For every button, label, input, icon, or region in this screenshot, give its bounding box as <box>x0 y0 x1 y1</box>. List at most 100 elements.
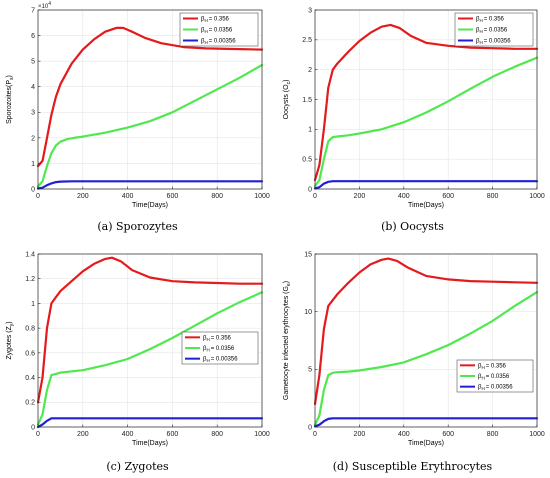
x-tick-label: 400 <box>122 431 134 438</box>
x-tick-label: 0 <box>313 431 317 438</box>
y-tick-label: 0.8 <box>25 326 35 333</box>
chart-zygotes: 0 200 400 600 800 1000 0 0.2 0.4 0.6 0.8 1 1.2 1.4 Tim… <box>6 251 270 447</box>
x-tick-label: 0 <box>36 193 40 200</box>
series-line-red <box>36 26 264 168</box>
caption-a: (a) Sporozytes <box>97 220 178 233</box>
y-tick-label: 1.5 <box>302 97 312 104</box>
y-axis-label: Oocysts (Oc) <box>283 80 292 120</box>
y-tick-label: 0 <box>308 186 312 193</box>
y-tick-label: 1.4 <box>25 251 35 258</box>
series-line-blue <box>36 417 264 429</box>
x-tick-label: 400 <box>398 193 410 200</box>
x-tick-label: 1000 <box>254 431 270 438</box>
series-line-red <box>313 257 539 405</box>
series-line-red <box>313 23 539 182</box>
legend-label: βH= 0.0356 <box>476 28 508 35</box>
y-tick-label: 5 <box>308 367 312 374</box>
y-axis-label: Gametocyte infected erythrocytes (Ge) <box>283 281 292 400</box>
caption-d: (d) Susceptible Erythrocytes <box>332 460 493 473</box>
legend-label: βH= 0.0356 <box>203 346 235 353</box>
plot-area <box>315 254 537 427</box>
series-line-blue <box>313 180 539 190</box>
legend-label: βH= 0.356 <box>476 17 505 24</box>
y-tick-label: 2.5 <box>302 37 312 44</box>
x-axis-label: Time(Days) <box>408 202 444 209</box>
x-tick-label: 600 <box>167 431 179 438</box>
y-tick-label: 4 <box>31 84 35 91</box>
y-tick-label: 0.6 <box>25 350 35 357</box>
y-axis-label: Sporozoites(Ps) <box>6 75 15 124</box>
x-tick-label: 0 <box>313 193 317 200</box>
axes-frame <box>37 253 263 428</box>
chart-gametocytes: 0 200 400 600 800 1000 0 5 10 15 Time(Days) Gametoc… <box>283 251 545 447</box>
series-line-blue <box>313 417 539 428</box>
panel-gametocytes: 0 200 400 600 800 1000 0 5 10 15 Time(Days) Gametoc… <box>275 245 550 455</box>
x-tick-label: 1000 <box>529 193 545 200</box>
x-tick-label: 600 <box>167 193 179 200</box>
series-line-green <box>313 290 539 426</box>
axes-frame <box>37 9 263 190</box>
legend-label: βH= 0.356 <box>201 17 230 24</box>
series-line-red <box>36 256 264 404</box>
x-tick-label: 200 <box>354 431 366 438</box>
y-tick-label: 0 <box>31 424 35 431</box>
y-tick-label: 1 <box>308 127 312 134</box>
panel-zygotes: 0 200 400 600 800 1000 0 0.2 0.4 0.6 0.8 1 1.2 1.4 Tim… <box>0 245 275 455</box>
x-tick-label: 1000 <box>254 193 270 200</box>
x-tick-label: 800 <box>211 193 223 200</box>
x-tick-label: 800 <box>211 431 223 438</box>
y-tick-label: 0.2 <box>25 400 35 407</box>
x-tick-label: 200 <box>77 431 89 438</box>
series-line-green <box>36 63 264 188</box>
series-line-green <box>313 56 539 188</box>
x-tick-label: 400 <box>122 193 134 200</box>
x-tick-label: 600 <box>442 431 454 438</box>
y-tick-label: 6 <box>31 33 35 40</box>
chart-sporozoites: 0 200 400 600 800 1000 0 1 2 3 4 5 6 7×104 Time(Days) S… <box>6 1 270 209</box>
caption-b: (b) Oocysts <box>381 220 444 233</box>
legend-label: βH= 0.00356 <box>478 385 513 392</box>
y-tick-label: 2 <box>31 135 35 142</box>
x-tick-label: 200 <box>354 193 366 200</box>
panel-oocysts: 0 200 400 600 800 1000 0 0.5 1 1.5 2 2.5 3 Time(Days)… <box>275 0 550 210</box>
x-axis-label: Time(Days) <box>132 202 168 209</box>
y-tick-label: 5 <box>31 59 35 66</box>
y-tick-label: 0.5 <box>302 157 312 164</box>
legend-label: βH= 0.00356 <box>203 357 238 364</box>
series-line-blue <box>36 180 264 190</box>
x-tick-label: 0 <box>36 431 40 438</box>
y-tick-label: 0 <box>308 424 312 431</box>
x-tick-label: 600 <box>442 193 454 200</box>
legend-label: βH= 0.00356 <box>201 39 236 46</box>
legend-label: βH= 0.0356 <box>201 28 233 35</box>
y-tick-label: 0.4 <box>25 375 35 382</box>
x-tick-label: 200 <box>77 193 89 200</box>
y-tick-label: 10 <box>304 309 312 316</box>
y-tick-label: 1 <box>31 161 35 168</box>
chart-oocysts: 0 200 400 600 800 1000 0 0.5 1 1.5 2 2.5 3 Time(Days)… <box>283 7 545 209</box>
y-tick-label: 7 <box>31 7 35 14</box>
panel-sporozoites: 0 200 400 600 800 1000 0 1 2 3 4 5 6 7 ×104 Time(Days) S… <box>0 0 275 210</box>
x-tick-label: 800 <box>487 431 499 438</box>
y-exponent: ×104 <box>38 1 51 10</box>
y-tick-label: 3 <box>308 7 312 14</box>
x-tick-label: 800 <box>487 193 499 200</box>
axes-frame <box>314 253 538 428</box>
x-tick-label: 1000 <box>529 431 545 438</box>
y-tick-label: 15 <box>304 251 312 258</box>
y-axis-label: Zygotes (Zy) <box>6 321 15 359</box>
x-axis-label: Time(Days) <box>132 440 168 447</box>
caption-c: (c) Zygotes <box>106 460 169 473</box>
y-tick-label: 1 <box>31 301 35 308</box>
legend-label: βH= 0.356 <box>478 363 507 370</box>
legend-label: βH= 0.356 <box>203 335 232 342</box>
y-tick-label: 0 <box>31 186 35 193</box>
legend-label: βH= 0.00356 <box>476 39 511 46</box>
y-tick-label: 1.2 <box>25 276 35 283</box>
x-tick-label: 400 <box>398 431 410 438</box>
legend-label: βH= 0.0356 <box>478 374 510 381</box>
y-tick-label: 3 <box>31 110 35 117</box>
x-axis-label: Time(Days) <box>408 440 444 447</box>
y-tick-label: 2 <box>308 67 312 74</box>
